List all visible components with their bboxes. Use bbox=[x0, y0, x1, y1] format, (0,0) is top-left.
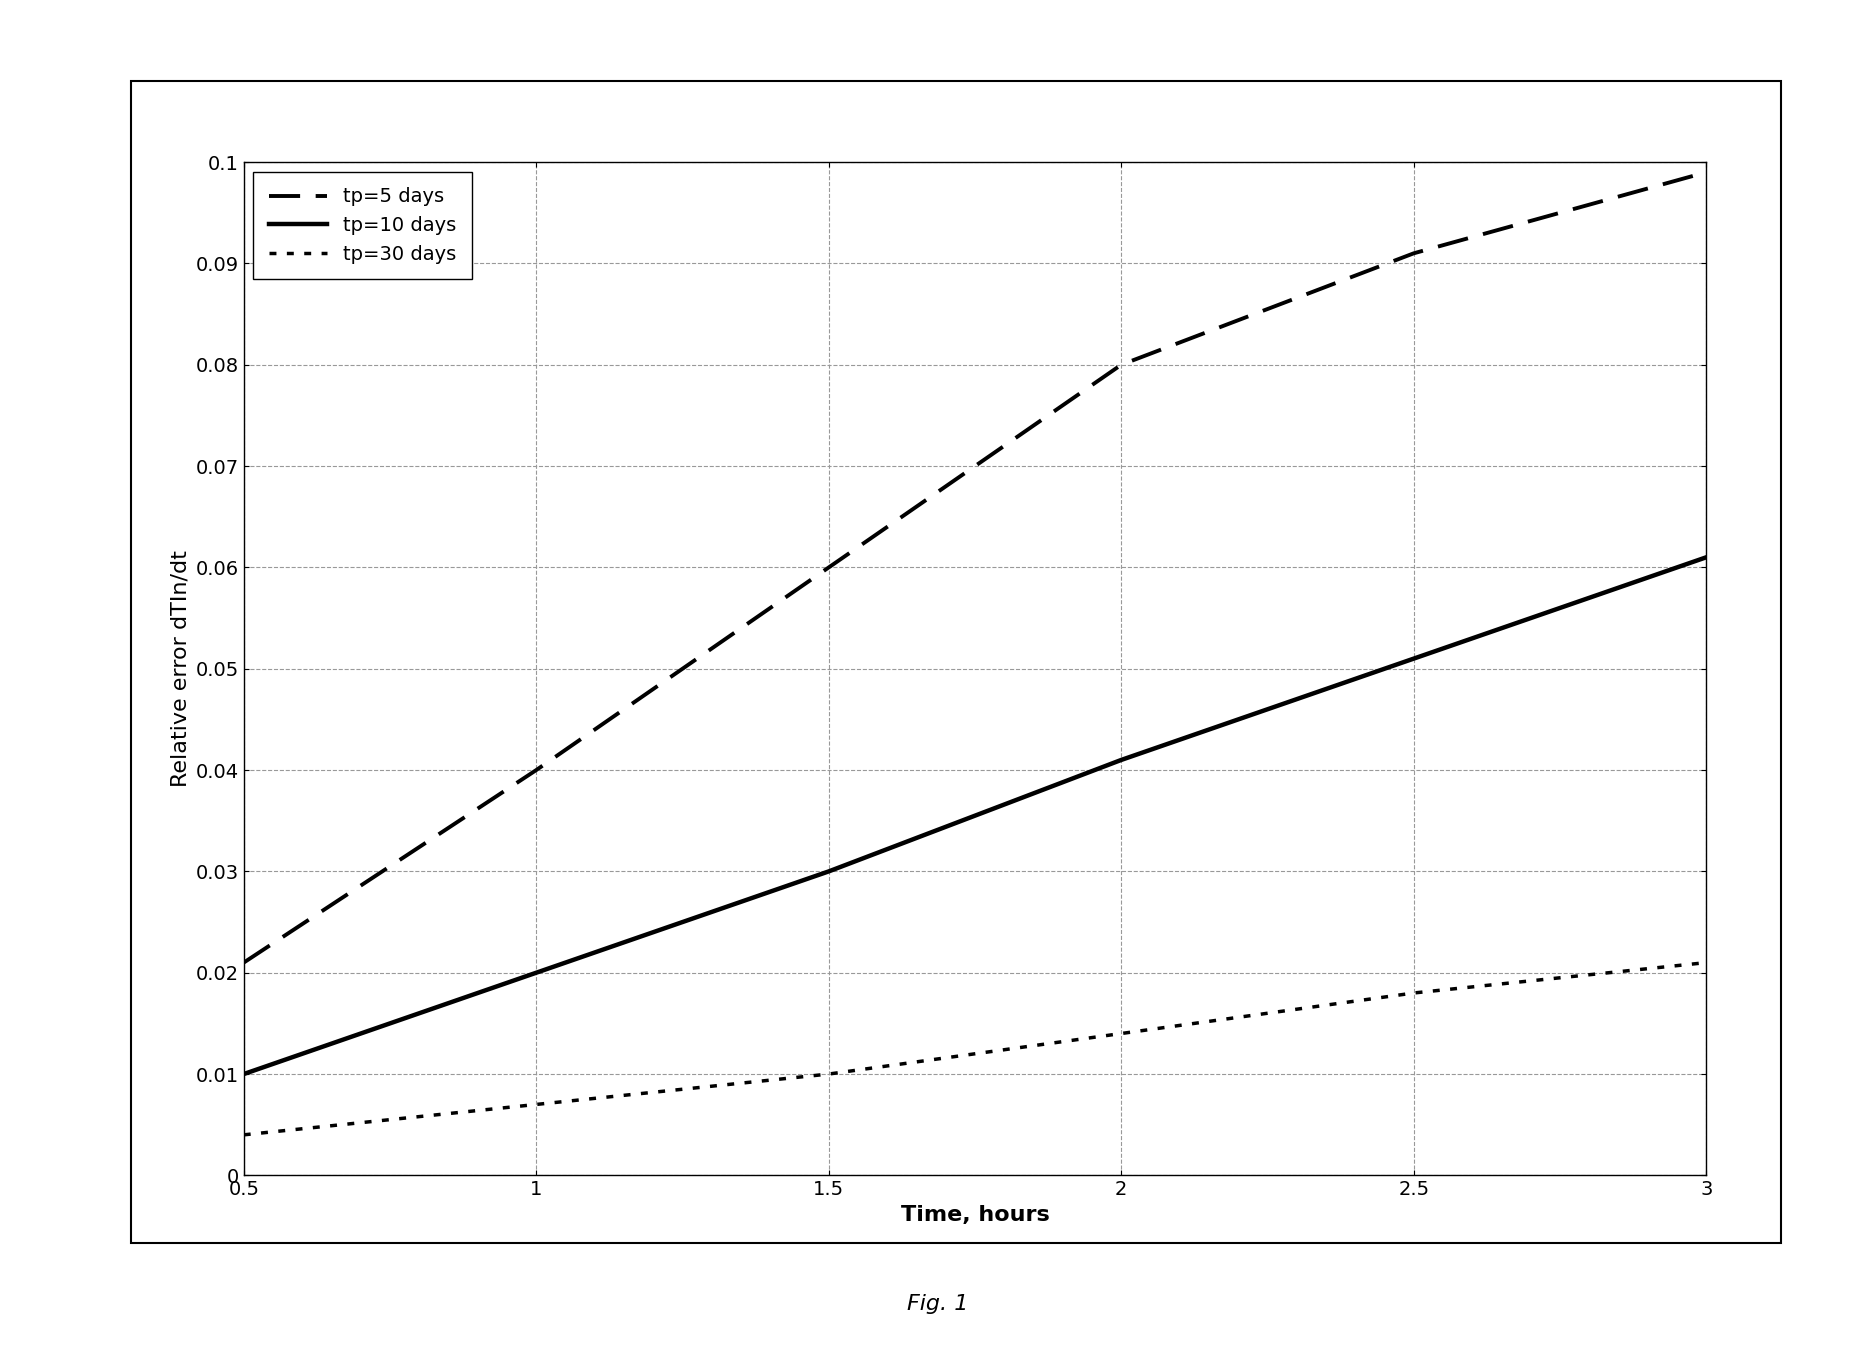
tp=30 days bbox=[1110, 1025, 1132, 1042]
tp=30 days bbox=[525, 1097, 547, 1113]
Line: tp=5 days: tp=5 days bbox=[244, 172, 1706, 962]
tp=10 days bbox=[1402, 651, 1425, 667]
tp=10 days bbox=[1695, 549, 1718, 565]
tp=5 days bbox=[1110, 357, 1132, 373]
tp=5 days bbox=[525, 762, 547, 778]
tp=5 days bbox=[1402, 246, 1425, 262]
Text: Fig. 1: Fig. 1 bbox=[908, 1294, 968, 1313]
Line: tp=30 days: tp=30 days bbox=[244, 962, 1706, 1135]
tp=5 days bbox=[818, 559, 840, 576]
Legend: tp=5 days, tp=10 days, tp=30 days: tp=5 days, tp=10 days, tp=30 days bbox=[253, 172, 472, 280]
tp=5 days bbox=[232, 954, 255, 970]
Line: tp=10 days: tp=10 days bbox=[244, 557, 1706, 1074]
tp=30 days bbox=[818, 1066, 840, 1082]
Y-axis label: Relative error dTIn/dt: Relative error dTIn/dt bbox=[171, 550, 189, 788]
tp=10 days bbox=[818, 863, 840, 880]
tp=30 days bbox=[1402, 985, 1425, 1001]
tp=5 days bbox=[1695, 163, 1718, 180]
tp=10 days bbox=[232, 1066, 255, 1082]
tp=10 days bbox=[525, 965, 547, 981]
tp=30 days bbox=[232, 1127, 255, 1143]
tp=10 days bbox=[1110, 751, 1132, 767]
tp=30 days bbox=[1695, 954, 1718, 970]
X-axis label: Time, hours: Time, hours bbox=[900, 1205, 1050, 1225]
